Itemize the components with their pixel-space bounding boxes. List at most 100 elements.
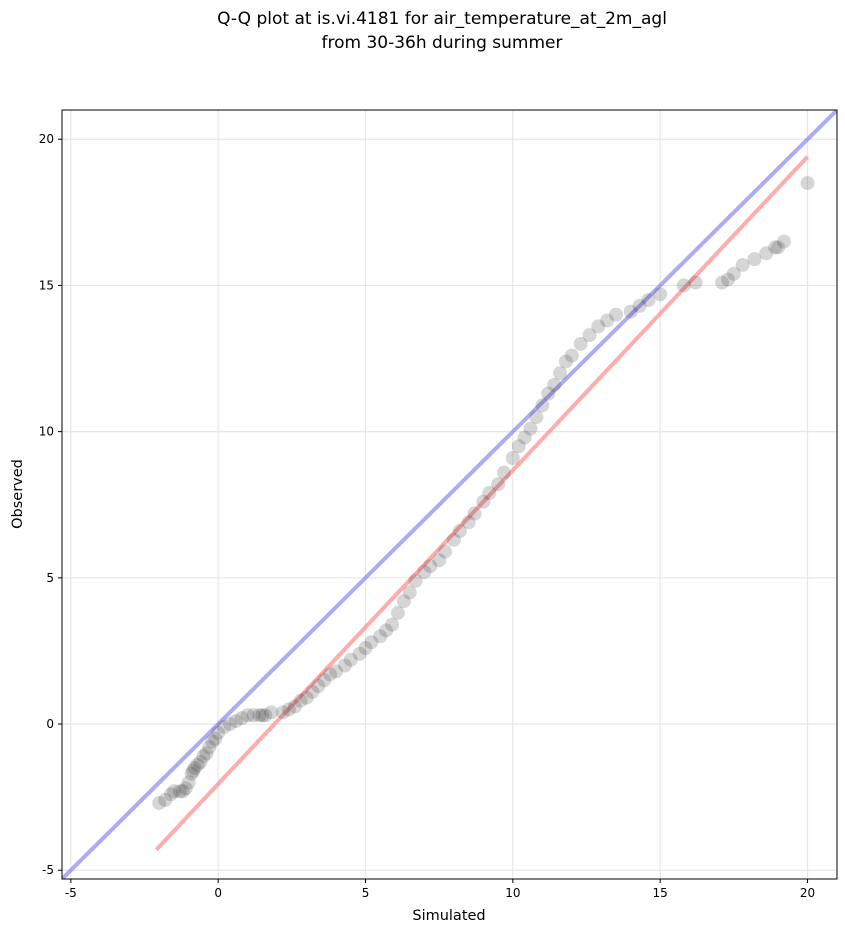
data-point — [747, 252, 762, 267]
data-point — [800, 176, 815, 191]
data-point — [337, 658, 352, 673]
data-point — [190, 757, 205, 772]
data-point — [467, 506, 482, 521]
data-point — [379, 623, 394, 638]
data-point — [228, 714, 243, 729]
data-point — [199, 746, 214, 761]
data-point — [759, 246, 774, 261]
x-tick-label: 0 — [214, 886, 222, 900]
data-point — [402, 585, 417, 600]
data-point — [573, 336, 588, 351]
chart-title-line-1: Q-Q plot at is.vi.4181 for air_temperatu… — [217, 9, 667, 29]
data-point — [193, 755, 208, 770]
x-tick-label: -5 — [65, 886, 77, 900]
data-point — [482, 486, 497, 501]
data-point — [184, 766, 199, 781]
data-point — [258, 708, 273, 723]
data-point — [497, 465, 512, 480]
data-point — [329, 664, 344, 679]
data-point — [688, 275, 703, 290]
data-point — [186, 763, 201, 778]
data-point — [432, 553, 447, 568]
data-point — [461, 515, 476, 530]
data-point — [172, 784, 187, 799]
data-point — [438, 544, 453, 559]
data-point — [423, 559, 438, 574]
data-point — [768, 240, 783, 255]
plot-frame — [61, 109, 838, 880]
data-point — [417, 564, 432, 579]
y-axis-label: Observed — [10, 459, 26, 529]
x-axis-label: Simulated — [412, 908, 485, 924]
data-point — [202, 740, 217, 755]
data-point — [511, 439, 526, 454]
data-point — [196, 749, 211, 764]
data-point — [217, 719, 232, 734]
x-tick-label: 5 — [362, 886, 370, 900]
data-point — [222, 717, 237, 732]
data-point — [299, 690, 314, 705]
data-point — [255, 708, 270, 723]
data-point — [317, 673, 332, 688]
data-point — [323, 667, 338, 682]
data-point — [246, 708, 261, 723]
reference-lines — [62, 110, 837, 879]
y-tick-label: 0 — [46, 717, 54, 731]
data-point — [181, 775, 196, 790]
x-tick-label: 15 — [653, 886, 668, 900]
x-axis-ticks: -5 0 5 10 15 20 — [65, 879, 815, 900]
data-point — [205, 734, 220, 749]
y-tick-label: -5 — [42, 863, 54, 877]
data-points — [152, 176, 815, 810]
data-point — [529, 410, 544, 425]
data-point — [632, 298, 647, 313]
data-point — [305, 684, 320, 699]
data-point — [776, 234, 791, 249]
data-point — [352, 646, 367, 661]
data-point — [564, 348, 579, 363]
data-point — [541, 386, 556, 401]
data-point — [252, 708, 267, 723]
data-point — [715, 275, 730, 290]
data-point — [276, 705, 291, 720]
data-point — [553, 366, 568, 381]
data-point — [311, 679, 326, 694]
data-point — [735, 257, 750, 272]
data-point — [234, 711, 249, 726]
data-point — [343, 652, 358, 667]
data-point — [358, 641, 373, 656]
data-point — [523, 421, 538, 436]
data-point — [187, 760, 202, 775]
data-point — [385, 617, 400, 632]
data-point — [676, 278, 691, 293]
data-point — [600, 313, 615, 328]
data-point — [653, 287, 668, 302]
data-point — [623, 304, 638, 319]
data-point — [287, 699, 302, 714]
data-point — [491, 477, 506, 492]
y-tick-label: 10 — [39, 425, 54, 439]
data-point — [390, 605, 405, 620]
data-point — [517, 430, 532, 445]
data-point — [582, 328, 597, 343]
chart-title-line-2: from 30-36h during summer — [322, 33, 563, 53]
fit-line-red — [154, 155, 809, 852]
data-point — [158, 793, 173, 808]
data-point — [535, 398, 550, 413]
y-tick-label: 20 — [39, 132, 54, 146]
y-axis-ticks: -5 0 5 10 15 20 — [39, 132, 62, 877]
x-tick-label: 10 — [505, 886, 520, 900]
data-point — [591, 319, 606, 334]
data-point — [641, 293, 656, 308]
data-point — [408, 573, 423, 588]
data-point — [446, 532, 461, 547]
data-point — [558, 354, 573, 369]
data-point — [373, 629, 388, 644]
y-tick-label: 15 — [39, 278, 54, 292]
data-point — [452, 524, 467, 539]
data-point — [476, 494, 491, 509]
grid-lines — [62, 110, 837, 879]
data-point — [281, 702, 296, 717]
data-point — [264, 705, 279, 720]
